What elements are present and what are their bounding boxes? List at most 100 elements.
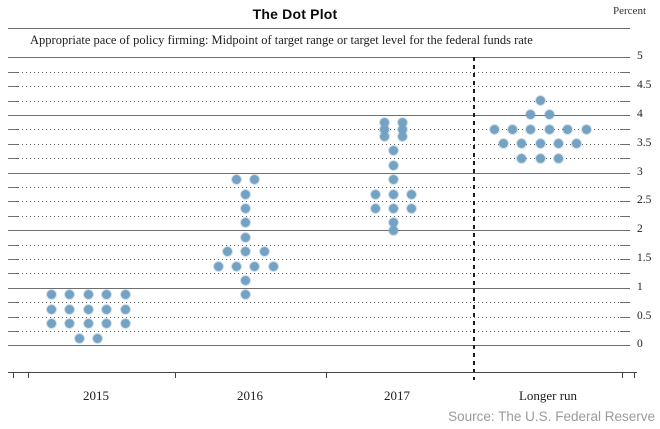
grid-line-dotted	[18, 273, 620, 275]
projection-dot	[489, 124, 499, 134]
projection-dot	[47, 304, 56, 314]
projection-dot	[65, 290, 75, 300]
grid-line-left-cap	[8, 244, 18, 246]
projection-dot	[535, 153, 545, 163]
grid-line-solid	[8, 345, 630, 347]
grid-line-solid	[8, 172, 630, 174]
x-axis-tick	[13, 371, 14, 378]
grid-line-dotted	[18, 143, 620, 145]
projection-dot	[389, 218, 398, 228]
projection-dot	[379, 117, 389, 127]
x-axis-tick	[622, 371, 623, 378]
y-axis-tick-label: 2.5	[637, 194, 652, 207]
x-axis-category-label: 2016	[237, 388, 263, 403]
projection-dot	[572, 139, 582, 149]
projection-dot	[517, 139, 527, 149]
x-axis-line	[8, 371, 637, 373]
projection-dot	[498, 139, 508, 149]
projection-dot	[389, 146, 398, 156]
projection-dot	[389, 175, 398, 185]
x-axis-tick	[634, 371, 635, 378]
grid-line-dotted	[18, 215, 620, 217]
projection-dot	[507, 124, 517, 134]
projection-dot	[241, 189, 251, 199]
projection-dot	[241, 276, 251, 285]
grid-line-right-cap	[620, 186, 630, 188]
y-axis-tick-label: 4	[637, 107, 643, 120]
grid-line-dotted	[18, 201, 620, 203]
projection-dot	[517, 153, 527, 163]
grid-line-left-cap	[8, 71, 18, 73]
projection-dot	[389, 204, 398, 213]
grid-line-left-cap	[8, 316, 18, 318]
grid-line-left-cap	[8, 186, 18, 188]
projection-dot	[47, 290, 56, 300]
grid-line-left-cap	[8, 330, 18, 332]
projection-dot	[407, 204, 417, 213]
grid-line-dotted	[18, 302, 620, 304]
grid-line-right-cap	[620, 86, 630, 88]
projection-dot	[379, 132, 389, 141]
projection-dot	[398, 132, 408, 141]
grid-line-left-cap	[8, 215, 18, 217]
y-axis-tick-label: 4.5	[637, 79, 652, 92]
grid-line-solid	[8, 230, 630, 232]
projection-dot	[526, 110, 536, 120]
projection-dot	[544, 124, 554, 134]
projection-dot	[544, 110, 554, 120]
projection-dot	[250, 175, 260, 185]
grid-line-dotted	[18, 129, 620, 131]
x-axis-category-label: Longer run	[518, 388, 578, 403]
projection-dot	[74, 333, 84, 343]
grid-line-right-cap	[620, 316, 630, 318]
projection-dot	[389, 160, 398, 170]
x-axis-tick	[28, 371, 29, 378]
projection-dot	[120, 290, 130, 300]
y-axis-tick-label: 0	[637, 338, 643, 351]
projection-dot	[398, 124, 408, 134]
projection-dot	[241, 218, 251, 228]
y-axis-tick-label: 3	[637, 165, 643, 178]
y-axis-tick-label: 3.5	[637, 136, 652, 149]
projection-dot	[241, 232, 251, 242]
chart-title: The Dot Plot	[252, 6, 338, 22]
grid-line-left-cap	[8, 158, 18, 160]
grid-line-right-cap	[620, 302, 630, 304]
y-axis-tick-label: 1.5	[637, 251, 652, 264]
y-axis-tick-label: 1	[637, 280, 643, 293]
source-credit: Source: The U.S. Federal Reserve	[448, 409, 655, 424]
projection-dot	[241, 290, 251, 300]
y-axis-tick-label: 2	[637, 223, 643, 236]
y-axis-tick-label: 5	[637, 50, 643, 63]
grid-line-right-cap	[620, 158, 630, 160]
projection-dot	[83, 319, 93, 329]
projection-dot	[370, 204, 380, 213]
projection-dot	[47, 319, 56, 329]
projection-dot	[407, 189, 417, 199]
projection-dot	[553, 139, 563, 149]
projection-dot	[535, 139, 545, 149]
grid-line-solid	[8, 287, 630, 289]
grid-line-left-cap	[8, 201, 18, 203]
projection-dot	[65, 319, 75, 329]
grid-line-left-cap	[8, 129, 18, 131]
projection-dot	[83, 290, 93, 300]
grid-line-left-cap	[8, 302, 18, 304]
grid-line-dotted	[18, 100, 620, 102]
projection-dot	[232, 175, 241, 185]
grid-line-right-cap	[620, 71, 630, 73]
grid-line-solid	[8, 114, 630, 116]
grid-line-right-cap	[620, 330, 630, 332]
projection-dot	[398, 117, 408, 127]
x-axis-category-label: 2017	[384, 388, 410, 403]
projection-dot	[389, 189, 398, 199]
grid-line-right-cap	[620, 258, 630, 260]
grid-line-left-cap	[8, 86, 18, 88]
grid-line-left-cap	[8, 143, 18, 145]
grid-line-dotted	[18, 258, 620, 260]
x-axis-tick	[175, 371, 176, 378]
grid-line-right-cap	[620, 215, 630, 217]
grid-line-right-cap	[620, 100, 630, 102]
grid-line-right-cap	[620, 273, 630, 275]
